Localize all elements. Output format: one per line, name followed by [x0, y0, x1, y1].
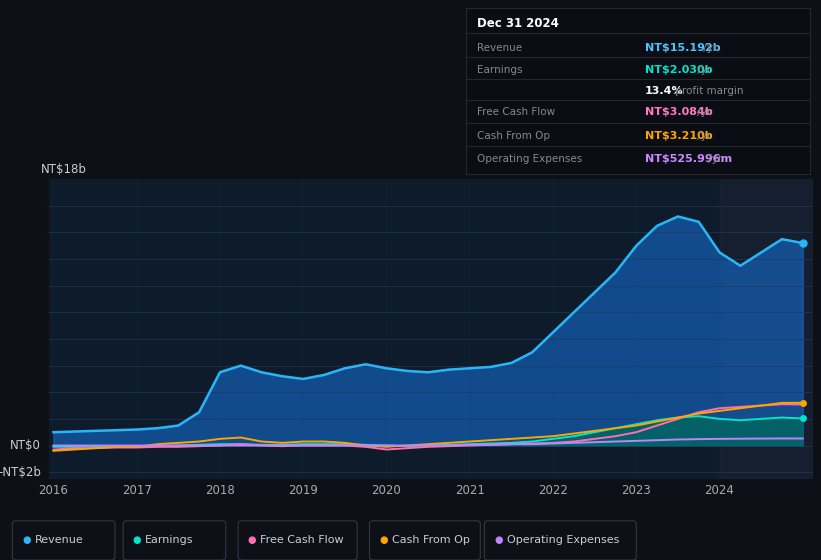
Text: NT$525.996m: NT$525.996m	[644, 154, 732, 164]
Text: ●: ●	[379, 535, 388, 545]
Text: ●: ●	[248, 535, 256, 545]
Text: Revenue: Revenue	[34, 535, 83, 545]
Text: Revenue: Revenue	[477, 43, 522, 53]
Text: Cash From Op: Cash From Op	[392, 535, 470, 545]
Text: /yr: /yr	[695, 108, 712, 118]
Text: -NT$2b: -NT$2b	[0, 466, 41, 479]
Text: Free Cash Flow: Free Cash Flow	[477, 108, 555, 118]
Text: NT$3.084b: NT$3.084b	[644, 108, 713, 118]
Text: profit margin: profit margin	[672, 86, 744, 96]
Text: NT$18b: NT$18b	[41, 164, 87, 176]
Text: /yr: /yr	[699, 43, 717, 53]
Text: /yr: /yr	[695, 130, 712, 141]
Text: /yr: /yr	[695, 64, 712, 74]
Text: Free Cash Flow: Free Cash Flow	[260, 535, 344, 545]
Text: NT$2.030b: NT$2.030b	[644, 64, 713, 74]
Text: Cash From Op: Cash From Op	[477, 130, 549, 141]
Text: 13.4%: 13.4%	[644, 86, 683, 96]
Text: NT$15.192b: NT$15.192b	[644, 43, 720, 53]
Text: NT$0: NT$0	[10, 439, 41, 452]
Text: Earnings: Earnings	[145, 535, 194, 545]
Text: Earnings: Earnings	[477, 64, 522, 74]
Text: Dec 31 2024: Dec 31 2024	[477, 17, 558, 30]
Bar	[719, 179, 819, 479]
Text: /yr: /yr	[705, 154, 722, 164]
Text: ●: ●	[494, 535, 502, 545]
Text: Operating Expenses: Operating Expenses	[477, 154, 582, 164]
Text: NT$3.210b: NT$3.210b	[644, 130, 713, 141]
Text: ●: ●	[133, 535, 141, 545]
Text: Operating Expenses: Operating Expenses	[507, 535, 619, 545]
Text: ●: ●	[22, 535, 30, 545]
